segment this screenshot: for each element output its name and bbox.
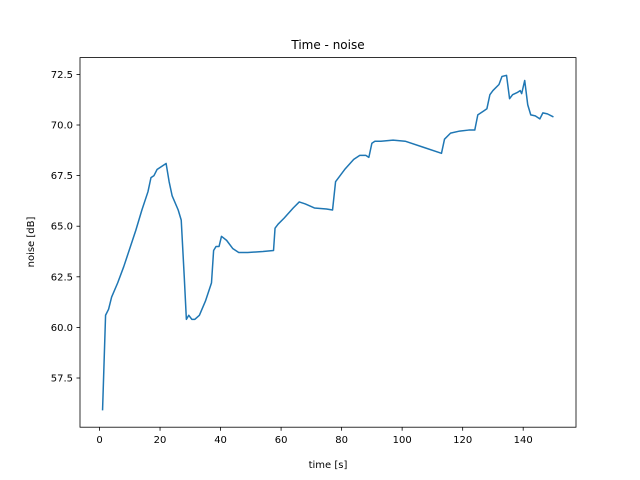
x-tick-label: 0 [96,435,102,446]
y-tick-label: 65.0 [51,222,73,233]
x-tick-label: 40 [214,435,227,446]
x-tick-label: 20 [154,435,167,446]
x-tick-label: 120 [453,435,472,446]
x-axis-label: time [s] [309,460,348,471]
y-tick-label: 57.5 [51,374,73,385]
x-tick-label: 100 [393,435,412,446]
plot-frame [79,57,577,428]
y-tick-label: 60.0 [51,323,73,334]
y-tick-label: 67.5 [51,171,73,182]
y-tick-label: 62.5 [51,272,73,283]
data-line [101,74,554,411]
y-axis-label: noise [dB] [26,217,37,268]
x-tick-label: 140 [514,435,533,446]
y-tick-label: 70.0 [51,121,73,132]
y-tick-label: 72.5 [51,70,73,81]
x-tick-label: 60 [275,435,288,446]
x-tick-label: 80 [335,435,348,446]
chart-title: Time - noise [290,38,364,52]
